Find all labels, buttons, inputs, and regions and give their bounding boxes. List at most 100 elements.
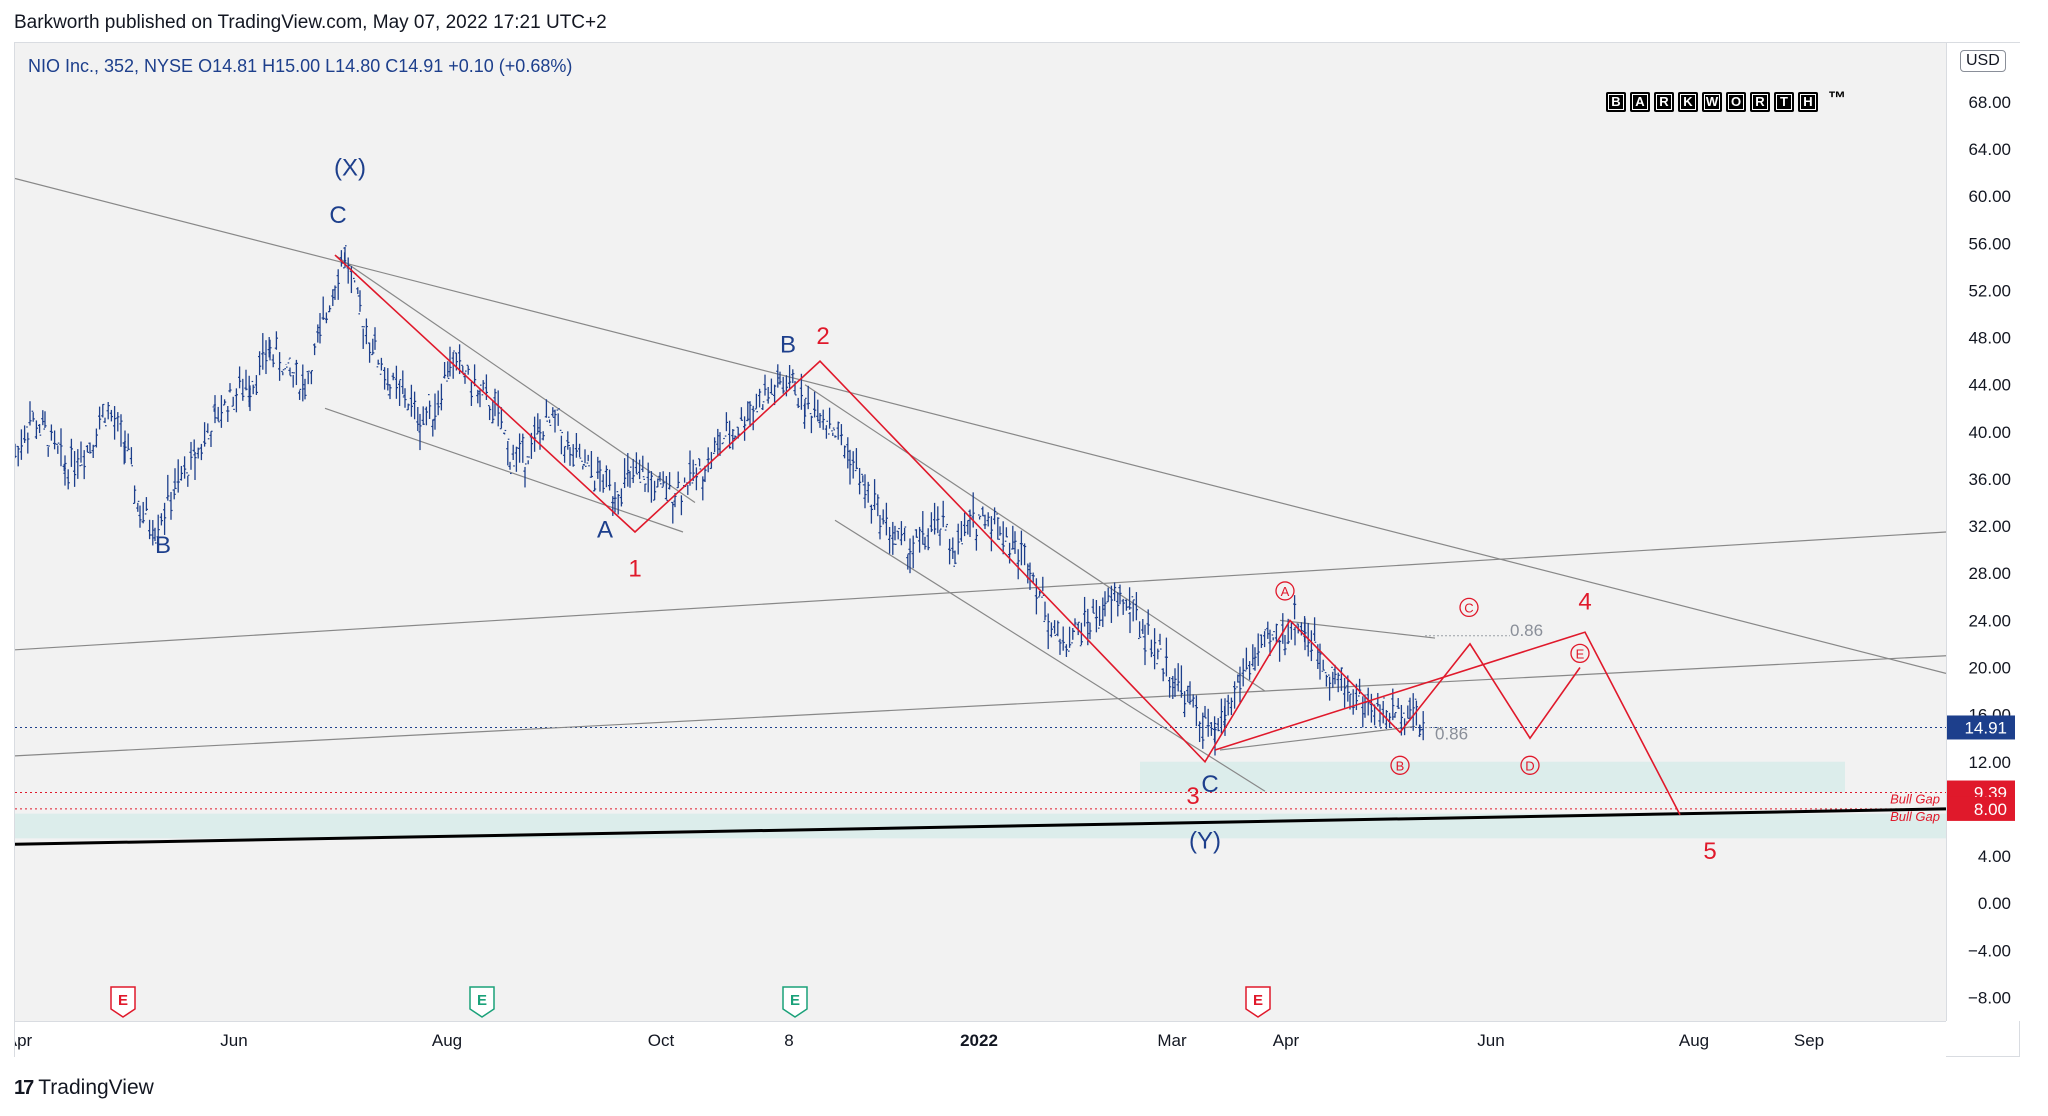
earnings-icon <box>469 986 495 1018</box>
trendline <box>14 807 1947 846</box>
brand-letter: T <box>1774 92 1794 112</box>
y-tick-label: 60.00 <box>1968 187 2011 206</box>
circled-wave-label: E <box>1576 646 1585 661</box>
trendline <box>804 384 1266 692</box>
earnings-label: E <box>1253 992 1263 1009</box>
earnings-label: E <box>477 992 487 1009</box>
earnings-label: E <box>790 992 800 1009</box>
circled-wave-label: D <box>1525 758 1534 773</box>
earnings-icon <box>782 986 808 1018</box>
bull-gap-label: Bull Gap <box>1890 791 1940 806</box>
y-tick-label: 64.00 <box>1968 140 2011 159</box>
elliott-wave-path <box>334 254 1581 764</box>
y-tick-label: 12.00 <box>1968 753 2011 772</box>
earnings-icon <box>110 986 136 1018</box>
brand-letter: R <box>1654 92 1674 112</box>
x-tick-label: 8 <box>784 1031 793 1050</box>
trendline <box>14 177 1947 674</box>
price-axis[interactable]: −8.00−4.000.004.008.0012.0016.0020.0024.… <box>1946 43 2020 1021</box>
circled-wave-marker <box>1390 755 1410 775</box>
x-tick-label: Apr <box>1273 1031 1300 1050</box>
y-tick-label: −8.00 <box>1968 988 2011 1007</box>
published-header: Barkworth published on TradingView.com, … <box>14 12 607 33</box>
wave-label-blue: A <box>597 516 613 543</box>
y-tick-label: 48.00 <box>1968 329 2011 348</box>
elliott-wave-path <box>1214 631 1681 816</box>
earnings-label: E <box>118 992 128 1009</box>
price-label-bg <box>1947 796 2015 821</box>
y-tick-label: 4.00 <box>1978 847 2011 866</box>
tradingview-logo-icon[interactable]: 17 <box>14 1076 34 1099</box>
x-tick-label: Jun <box>1477 1031 1504 1050</box>
symbol-legend[interactable]: NIO Inc., 352, NYSE O14.81 H15.00 L14.80… <box>28 56 573 76</box>
wave-label-blue: (Y) <box>1189 828 1221 855</box>
circled-wave-label: A <box>1281 584 1290 599</box>
gap-zone <box>1140 761 1845 793</box>
fib-label: 0.86 <box>1510 621 1543 640</box>
y-tick-label: 20.00 <box>1968 659 2011 678</box>
x-tick-label: Apr <box>15 1031 33 1050</box>
x-tick-label: 2022 <box>960 1031 998 1050</box>
brand-letter: B <box>1606 92 1626 112</box>
trendline <box>334 254 696 504</box>
price-label: 14.91 <box>1964 718 2007 737</box>
wave-label-blue: C <box>1201 771 1218 798</box>
trendline <box>14 655 1947 757</box>
wave-label-red: 5 <box>1703 838 1716 865</box>
y-tick-label: 36.00 <box>1968 470 2011 489</box>
y-tick-label: 40.00 <box>1968 423 2011 442</box>
trendline <box>1219 725 1416 751</box>
wave-label-red: 2 <box>816 323 829 350</box>
x-tick-label: Sep <box>1794 1031 1824 1050</box>
trendline <box>1279 619 1436 639</box>
brand-watermark: B A R K W O R T H ™ <box>1606 88 1846 112</box>
circled-wave-marker <box>1570 643 1590 664</box>
brand-letter: O <box>1726 92 1746 112</box>
circled-wave-label: C <box>1464 600 1473 615</box>
chart-plot-area[interactable]: Bull Gap Bull Gap 0.86 0.86 (X) C B A B C (Y) 1 2 3 4 5… <box>13 43 1947 1021</box>
footer-brand-text[interactable]: TradingView <box>38 1076 154 1099</box>
price-label-bg <box>1947 715 2015 740</box>
y-tick-label: 68.00 <box>1968 93 2011 112</box>
wave-label-red: 3 <box>1186 783 1199 810</box>
y-tick-label: −4.00 <box>1968 941 2011 960</box>
wave-label-blue: (X) <box>334 155 366 182</box>
y-tick-label: 56.00 <box>1968 234 2011 253</box>
wave-label-red: 4 <box>1578 588 1591 615</box>
wave-label-red: 1 <box>628 555 641 582</box>
y-tick-label: 32.00 <box>1968 517 2011 536</box>
circled-wave-marker <box>1520 755 1540 775</box>
brand-letter: R <box>1750 92 1770 112</box>
y-tick-label: 52.00 <box>1968 281 2011 300</box>
brand-letter: A <box>1630 92 1650 112</box>
x-tick-label: Aug <box>1679 1031 1709 1050</box>
footer: 17 TradingView <box>14 1076 154 1100</box>
y-tick-label: 0.00 <box>1978 894 2011 913</box>
price-axis-svg: −8.00−4.000.004.008.0012.0016.0020.0024.… <box>1947 93 2015 1007</box>
brand-letter: K <box>1678 92 1698 112</box>
trendline <box>324 407 684 533</box>
y-tick-label: 28.00 <box>1968 564 2011 583</box>
trendline <box>14 531 1947 651</box>
x-tick-label: Mar <box>1157 1031 1187 1050</box>
x-tick-label: Jun <box>220 1031 247 1050</box>
x-tick-label: Aug <box>432 1031 462 1050</box>
bull-gap-label: Bull Gap <box>1890 809 1940 824</box>
wave-label-blue: B <box>155 532 171 559</box>
brand-letter: W <box>1702 92 1722 112</box>
circled-wave-marker <box>1275 581 1295 601</box>
wave-label-blue: C <box>329 202 346 229</box>
time-axis-svg: Apr Jun Aug Oct 8 2022 Mar Apr Jun Aug Sep <box>6 1031 1824 1050</box>
trendline <box>834 519 1266 792</box>
fib-label: 0.86 <box>1435 724 1468 743</box>
brand-letter: H <box>1798 92 1818 112</box>
y-tick-label: 44.00 <box>1968 376 2011 395</box>
circled-wave-marker <box>1459 597 1479 618</box>
x-tick-label: Oct <box>648 1031 675 1050</box>
time-axis[interactable]: Apr Jun Aug Oct 8 2022 Mar Apr Jun Aug Sep <box>6 1021 1946 1057</box>
currency-button[interactable]: USD <box>1960 50 2006 72</box>
earnings-icon <box>1245 986 1271 1018</box>
trademark-symbol: ™ <box>1828 87 1846 108</box>
y-tick-label: 24.00 <box>1968 611 2011 630</box>
